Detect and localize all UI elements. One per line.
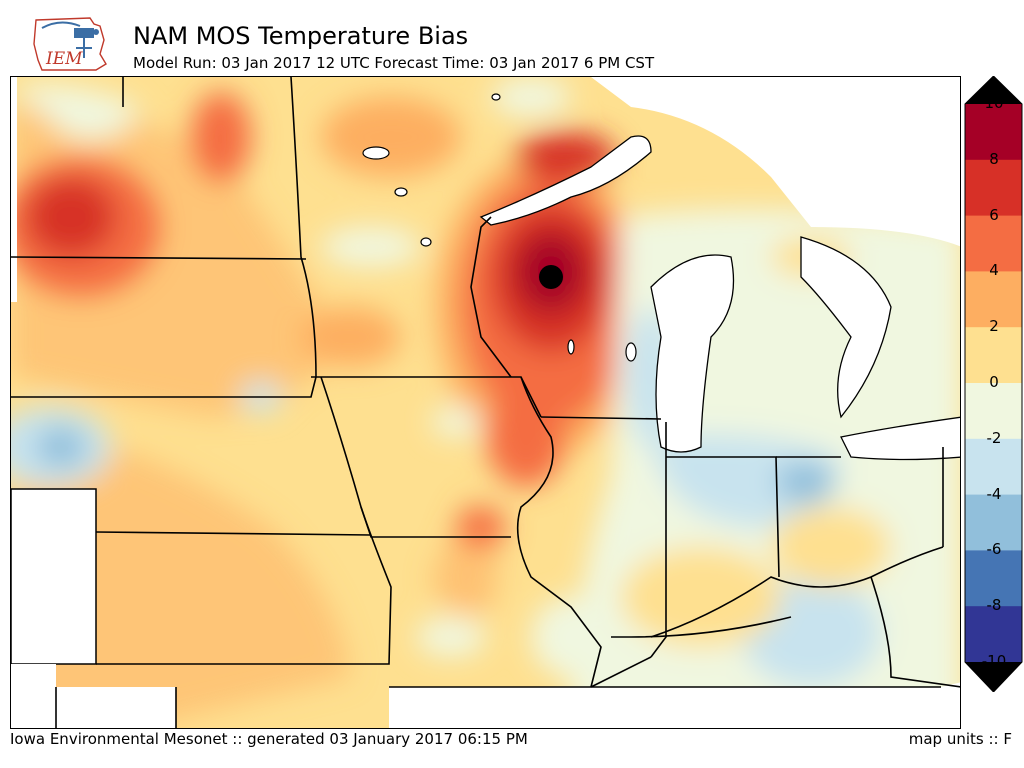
map-canvas: [11, 77, 960, 728]
footer-credit: Iowa Environmental Mesonet :: generated …: [10, 730, 528, 748]
colorbar-segment: [965, 438, 1022, 496]
outside-domain-se: [389, 682, 960, 728]
footer-units: map units :: F: [908, 730, 1012, 748]
great-lakes: [479, 135, 960, 461]
colorbar-segment: [965, 215, 1022, 272]
lake-huron: [800, 236, 892, 419]
colorbar-segment: [965, 159, 1022, 217]
state-boundaries: [11, 77, 960, 728]
lake-michigan: [650, 254, 735, 453]
colorbar-segment: [965, 606, 1022, 663]
colorbar-tick-label: 6: [989, 205, 999, 224]
colorbar-segment: [965, 550, 1022, 607]
outside-domain-s: [11, 664, 176, 728]
outside-domain-sw: [11, 488, 97, 665]
colorbar-segment: [965, 383, 1022, 440]
colorbar-tick-label: -8: [986, 596, 1002, 615]
map[interactable]: [10, 76, 961, 729]
page-subtitle: Model Run: 03 Jan 2017 12 UTC Forecast T…: [133, 54, 655, 72]
colorbar: [964, 76, 1023, 692]
logo-text: IEM: [45, 49, 83, 69]
colorbar-tick-label: -6: [986, 540, 1002, 559]
colorbar-tick-label: -10: [981, 652, 1007, 670]
colorbar-segment: [965, 271, 1022, 328]
colorbar-tick-label: 2: [989, 317, 999, 336]
header: IEM NAM MOS Temperature Bias Model Run: …: [0, 0, 1024, 76]
lake-superior: [479, 135, 652, 226]
colorbar-tick-label: 4: [989, 261, 999, 280]
colorbar-segment: [965, 327, 1022, 384]
colorbar-tick-label: 0: [989, 373, 999, 391]
colorbar-tick-label: -4: [986, 484, 1002, 503]
colorbar-tick-label: 10: [984, 94, 1004, 112]
lake-erie: [840, 416, 960, 461]
inland-lakes: [362, 93, 637, 362]
colorbar-tick-label: -2: [986, 428, 1002, 447]
colorbar-extend-bottom: [965, 662, 1022, 692]
colorbar-segment: [965, 104, 1022, 161]
colorbar-extend-top: [965, 76, 1022, 104]
iem-logo: IEM: [33, 17, 107, 71]
bias-extreme-marker: [539, 265, 563, 289]
colorbar-tick-label: 8: [989, 149, 999, 168]
colorbar-segment: [965, 494, 1022, 551]
page-title: NAM MOS Temperature Bias: [133, 22, 469, 50]
outside-domain-ne: [591, 77, 960, 247]
